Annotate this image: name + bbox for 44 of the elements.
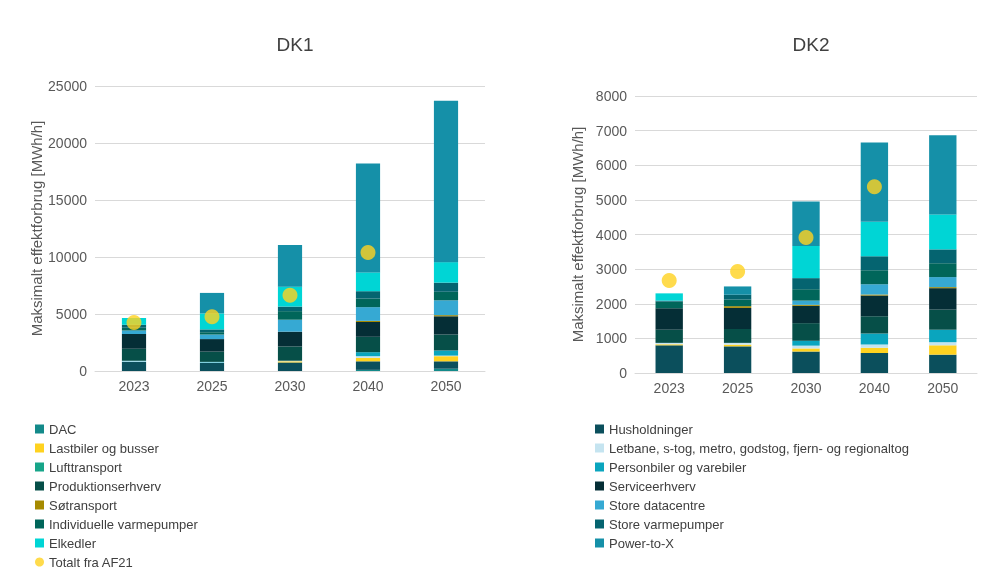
legend-label: Personbiler og varebiler <box>609 459 747 475</box>
legend-label: DAC <box>49 421 77 437</box>
chart-title: DK1 <box>276 34 314 55</box>
y-tick-label: 25000 <box>48 78 88 94</box>
x-tick-label: 2050 <box>927 380 959 396</box>
y-tick-label: 0 <box>619 365 628 381</box>
legend-label: Letbane, s-tog, metro, godstog, fjern- og regionaltog <box>609 440 909 456</box>
y-tick-label: 20000 <box>48 135 88 151</box>
chart-title: DK2 <box>792 34 830 55</box>
y-tick-label: 8000 <box>595 88 628 104</box>
x-tick-label: 2025 <box>196 378 228 394</box>
y-tick-label: 6000 <box>595 157 628 174</box>
y-tick-label: 15000 <box>48 192 88 208</box>
y-axis-title: Maksimalt effektforbrug [MWh/h] <box>568 126 586 343</box>
y-tick-label: 2000 <box>595 295 628 312</box>
x-tick-label: 2040 <box>352 378 384 394</box>
y-axis-title: Maksimalt effektforbrug [MWh/h] <box>28 120 46 337</box>
legend-label: Serviceerhverv <box>609 478 697 494</box>
legend-label: Elkedler <box>49 535 97 551</box>
x-tick-label: 2050 <box>430 378 462 394</box>
legend-label: Lastbiler og busser <box>49 440 160 456</box>
legend-label: Totalt fra AF21 <box>49 554 133 570</box>
y-tick-label: 4000 <box>595 226 628 243</box>
x-tick-label: 2025 <box>722 380 754 396</box>
x-tick-label: 2030 <box>790 380 822 396</box>
y-tick-label: 5000 <box>55 306 88 322</box>
y-tick-label: 3000 <box>595 261 628 278</box>
y-tick-label: 7000 <box>595 122 628 139</box>
y-tick-label: 5000 <box>595 191 628 208</box>
x-tick-label: 2030 <box>274 378 306 394</box>
legend-label: Søtransport <box>49 497 118 513</box>
y-tick-label: 1000 <box>595 330 628 347</box>
legend-label: Individuelle varmepumper <box>49 516 199 532</box>
legend-label: Store varmepumper <box>609 516 725 532</box>
x-tick-label: 2040 <box>858 380 891 396</box>
legend-label: Produktionserhverv <box>49 478 162 494</box>
y-tick-label: 0 <box>79 363 88 379</box>
y-tick-label: 10000 <box>48 249 88 265</box>
x-tick-label: 2023 <box>653 380 685 396</box>
legend-label: Store datacentre <box>609 497 706 513</box>
legend-label: Lufttransport <box>49 459 123 475</box>
legend-label: Husholdninger <box>609 421 694 437</box>
x-tick-label: 2023 <box>118 378 150 394</box>
legend-label: Power-to-X <box>609 535 675 551</box>
